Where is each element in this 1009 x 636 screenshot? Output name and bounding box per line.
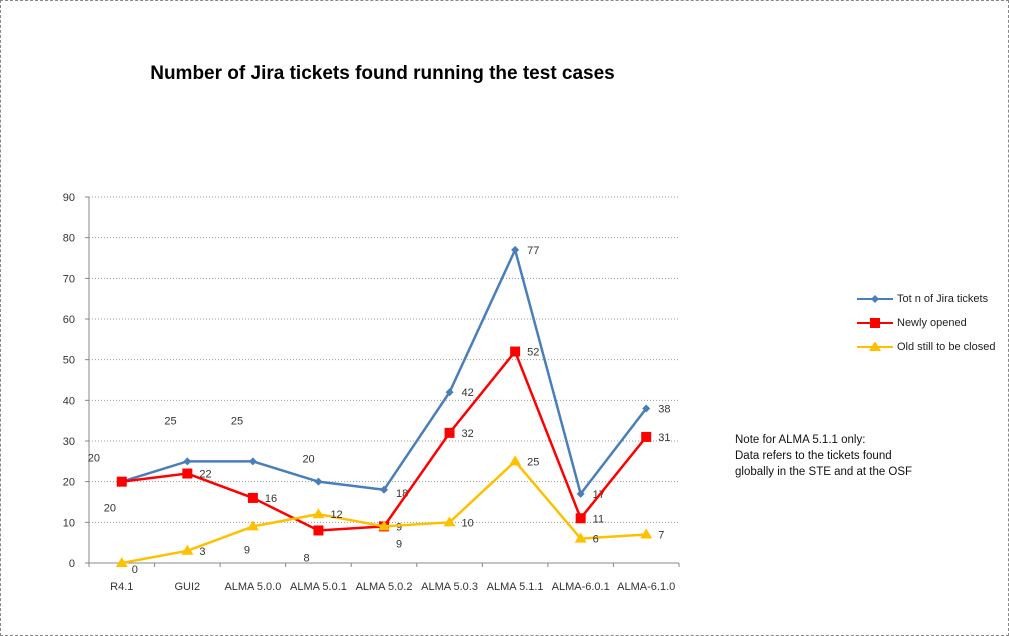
square-marker bbox=[575, 513, 586, 524]
data-label: 20 bbox=[104, 503, 116, 515]
x-tick-label: ALMA 5.1.1 bbox=[487, 581, 544, 593]
y-tick-label: 20 bbox=[63, 477, 75, 489]
data-label: 8 bbox=[303, 552, 309, 564]
data-label: 52 bbox=[527, 347, 539, 359]
legend-label: Tot n of Jira tickets bbox=[897, 293, 989, 305]
legend-item-newly: Newly opened bbox=[857, 311, 995, 335]
x-tick-label: R4.1 bbox=[110, 581, 133, 593]
y-tick-label: 30 bbox=[63, 436, 75, 448]
triangle-marker bbox=[181, 544, 194, 555]
triangle-marker bbox=[640, 528, 653, 539]
legend-item-tot: Tot n of Jira tickets bbox=[857, 287, 995, 311]
diamond-marker bbox=[183, 457, 192, 466]
data-label: 11 bbox=[593, 513, 604, 525]
square-marker bbox=[313, 525, 324, 536]
data-label: 9 bbox=[396, 538, 402, 550]
data-label: 77 bbox=[527, 245, 539, 257]
legend-label: Newly opened bbox=[897, 317, 967, 329]
data-label: 25 bbox=[527, 456, 539, 468]
diamond-marker bbox=[248, 457, 257, 466]
triangle-marker bbox=[312, 508, 325, 519]
square-marker bbox=[247, 492, 258, 503]
x-tick-label: ALMA 5.0.1 bbox=[290, 581, 347, 593]
x-tick-label: ALMA 5.0.0 bbox=[224, 581, 281, 593]
square-marker bbox=[444, 427, 455, 438]
note-line: Data refers to the tickets found bbox=[735, 450, 892, 462]
square-marker bbox=[510, 346, 521, 357]
x-tick-label: GUI2 bbox=[174, 581, 200, 593]
legend: Tot n of Jira tickets Newly opened Old s… bbox=[857, 287, 995, 359]
triangle-marker bbox=[378, 520, 390, 531]
data-label: 6 bbox=[593, 534, 599, 546]
series-line bbox=[121, 246, 648, 497]
diamond-marker bbox=[380, 485, 388, 494]
legend-label: Old still to be closed bbox=[897, 341, 996, 353]
diamond-marker bbox=[314, 477, 323, 486]
y-tick-label: 40 bbox=[63, 395, 75, 407]
diamond-marker bbox=[511, 245, 520, 254]
y-tick-label: 70 bbox=[63, 273, 75, 285]
data-label: 20 bbox=[302, 454, 314, 466]
note-line: Note for ALMA 5.1.1 only: bbox=[735, 434, 866, 446]
data-label: 25 bbox=[164, 415, 176, 427]
chart-title: Number of Jira tickets found running the… bbox=[150, 63, 615, 84]
triangle-marker bbox=[115, 557, 128, 567]
y-tick-label: 50 bbox=[63, 355, 75, 367]
x-tick-label: ALMA-6.1.0 bbox=[617, 581, 675, 593]
data-label: 20 bbox=[88, 453, 100, 465]
data-label: 9 bbox=[244, 544, 250, 556]
data-label: 10 bbox=[462, 517, 474, 529]
x-tick-label: ALMA 5.0.3 bbox=[421, 581, 478, 593]
diamond-marker bbox=[576, 489, 585, 498]
legend-marker-diamond bbox=[857, 295, 893, 303]
legend-item-old: Old still to be closed bbox=[857, 335, 995, 359]
data-label: 12 bbox=[330, 509, 342, 521]
data-label: 32 bbox=[462, 428, 474, 440]
square-marker bbox=[182, 468, 193, 479]
data-label: 9 bbox=[396, 521, 402, 533]
y-tick-label: 60 bbox=[63, 314, 75, 326]
triangle-marker bbox=[443, 516, 456, 527]
square-marker bbox=[116, 476, 127, 487]
legend-marker-square bbox=[857, 318, 893, 328]
diamond-marker bbox=[445, 388, 454, 397]
x-tick-label: ALMA 5.0.2 bbox=[356, 581, 413, 593]
data-label: 7 bbox=[658, 530, 664, 542]
y-tick-label: 0 bbox=[69, 558, 75, 570]
note-line: globally in the STE and at the OSF bbox=[735, 466, 913, 478]
data-label: 38 bbox=[658, 403, 670, 415]
triangle-marker bbox=[509, 455, 522, 466]
data-label: 0 bbox=[132, 564, 138, 576]
y-tick-label: 80 bbox=[63, 233, 75, 245]
triangle-marker bbox=[869, 342, 881, 351]
diamond-marker bbox=[642, 404, 651, 413]
data-label: 42 bbox=[462, 387, 474, 399]
data-label: 3 bbox=[199, 546, 205, 558]
data-label: 25 bbox=[231, 415, 243, 427]
x-tick-label: ALMA-6.0.1 bbox=[552, 581, 610, 593]
y-tick-label: 10 bbox=[63, 517, 75, 529]
y-tick-label: 90 bbox=[63, 192, 75, 204]
legend-marker-triangle bbox=[857, 342, 893, 351]
data-label: 31 bbox=[658, 432, 670, 444]
square-marker bbox=[641, 431, 652, 442]
data-label: 22 bbox=[199, 469, 211, 481]
diamond-marker bbox=[871, 295, 879, 303]
note: Note for ALMA 5.1.1 only: Data refers to… bbox=[735, 432, 912, 480]
data-label: 16 bbox=[265, 493, 277, 505]
triangle-marker bbox=[246, 520, 259, 531]
square-marker bbox=[870, 318, 880, 328]
triangle-marker bbox=[574, 532, 587, 543]
